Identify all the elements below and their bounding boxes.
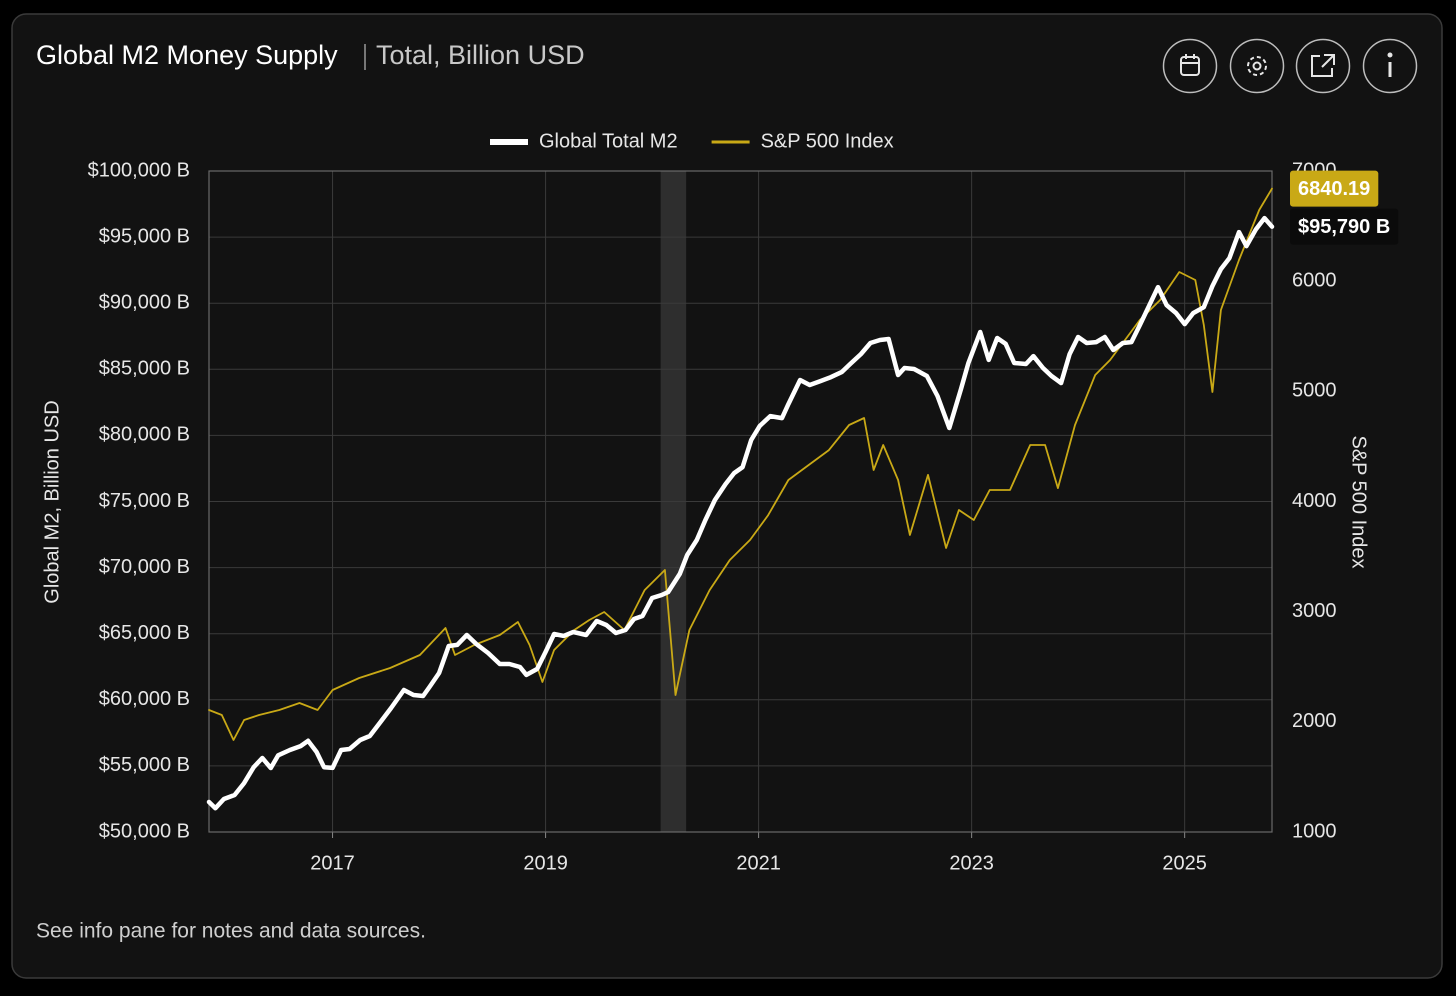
- open-external-button[interactable]: [1295, 38, 1351, 94]
- legend-label: Global Total M2: [539, 130, 678, 152]
- footer-note: See info pane for notes and data sources…: [36, 920, 426, 943]
- y-tick-label: $70,000 B: [99, 556, 190, 578]
- subtitle: Total, Billion USD: [376, 40, 585, 70]
- y-tick-label: $95,000 B: [99, 225, 190, 247]
- y2-tick-label: 2000: [1292, 710, 1337, 732]
- x-tick-label: 2021: [736, 852, 781, 874]
- y-tick-label: $90,000 B: [99, 291, 190, 313]
- title: Global M2 Money Supply: [36, 40, 338, 70]
- y-tick-label: $55,000 B: [99, 754, 190, 776]
- y-tick-label: $85,000 B: [99, 358, 190, 380]
- legend-label: S&P 500 Index: [761, 130, 894, 152]
- y2-tick-label: 1000: [1292, 820, 1337, 842]
- y-tick-label: $50,000 B: [99, 820, 190, 842]
- plot: $50,000 B $55,000 B $60,000 B $65,000 B $70,…: [88, 159, 1399, 874]
- y-tick-label: $65,000 B: [99, 622, 190, 644]
- settings-button[interactable]: [1229, 38, 1285, 94]
- y-tick-label: $100,000 B: [88, 159, 190, 181]
- calendar-button[interactable]: [1162, 38, 1218, 94]
- badge-label: 6840.19: [1298, 178, 1370, 200]
- y-tick-label: $60,000 B: [99, 688, 190, 710]
- y2-axis-title: S&P 500 Index: [1348, 435, 1370, 568]
- card: [11, 13, 1443, 979]
- plot-frame: [208, 170, 1273, 833]
- y2-tick-label: 5000: [1292, 380, 1337, 402]
- badge-background: [1290, 208, 1399, 245]
- y2-tick-label: 4000: [1292, 490, 1337, 512]
- last-value-badge: 6840.19: [1290, 170, 1379, 207]
- x-tick-label: 2019: [523, 852, 568, 874]
- x-tick-label: 2017: [310, 852, 355, 874]
- x-tick-label: 2025: [1162, 852, 1207, 874]
- y2-tick-label: 6000: [1292, 269, 1337, 291]
- info-button[interactable]: [1362, 38, 1418, 94]
- y2-tick-label: 3000: [1292, 600, 1337, 622]
- badge-label: $95,790 B: [1298, 216, 1390, 238]
- x-tick-label: 2023: [949, 852, 994, 874]
- series-line: [206, 215, 1275, 811]
- toolbar: [1162, 38, 1418, 94]
- last-value-badge: $95,790 B: [1290, 208, 1399, 245]
- y-tick-label: $75,000 B: [99, 490, 190, 512]
- y-axis-title: Global M2, Billion USD: [41, 400, 63, 603]
- badge-background: [1290, 170, 1379, 207]
- y-tick-label: $80,000 B: [99, 424, 190, 446]
- series-line: [208, 187, 1273, 741]
